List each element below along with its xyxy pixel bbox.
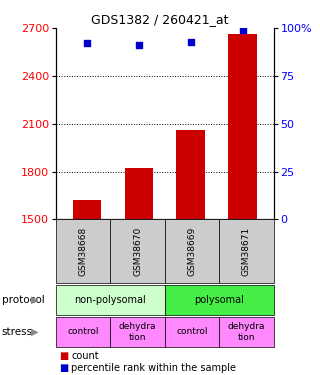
Text: non-polysomal: non-polysomal	[75, 295, 146, 305]
Text: dehydra
tion: dehydra tion	[119, 322, 156, 342]
Point	[136, 42, 141, 48]
Text: ■: ■	[59, 351, 68, 361]
Bar	[228, 34, 257, 219]
Text: GDS1382 / 260421_at: GDS1382 / 260421_at	[91, 13, 229, 26]
Text: count: count	[71, 351, 99, 361]
Text: ▶: ▶	[31, 327, 39, 337]
Text: GSM38670: GSM38670	[133, 226, 142, 276]
Text: control: control	[68, 327, 99, 336]
Text: GSM38671: GSM38671	[242, 226, 251, 276]
Point	[188, 39, 193, 45]
Text: control: control	[176, 327, 208, 336]
Text: protocol: protocol	[2, 295, 44, 305]
Text: percentile rank within the sample: percentile rank within the sample	[71, 363, 236, 373]
Text: GSM38668: GSM38668	[79, 226, 88, 276]
Text: dehydra
tion: dehydra tion	[228, 322, 265, 342]
Bar	[73, 200, 101, 219]
Text: ■: ■	[59, 363, 68, 373]
Text: polysomal: polysomal	[194, 295, 244, 305]
Bar	[125, 168, 153, 219]
Bar	[176, 130, 205, 219]
Point	[84, 40, 90, 46]
Text: stress: stress	[2, 327, 33, 337]
Point	[240, 27, 245, 33]
Text: GSM38669: GSM38669	[188, 226, 196, 276]
Text: ▶: ▶	[31, 295, 39, 305]
